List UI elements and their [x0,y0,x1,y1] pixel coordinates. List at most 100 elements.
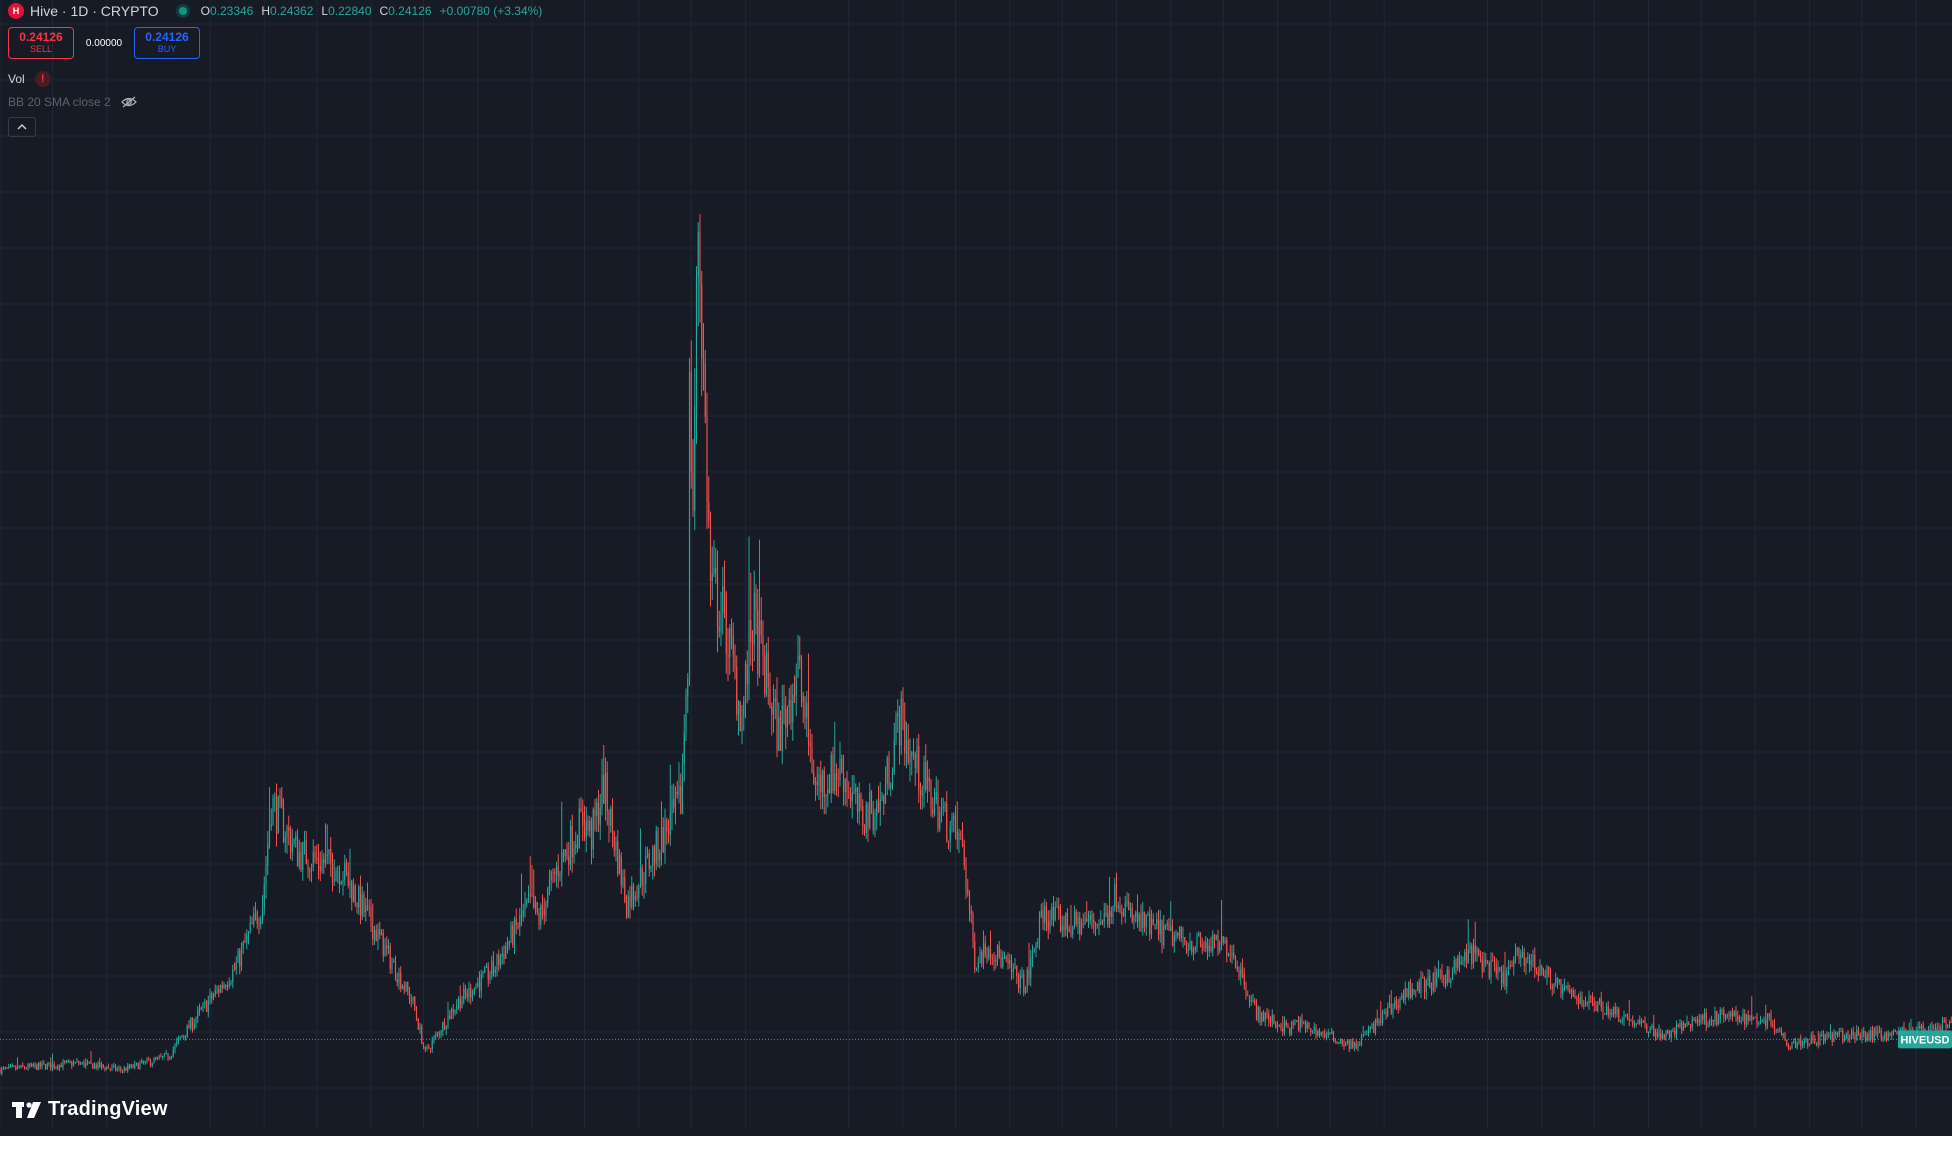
candle-body [508,940,510,946]
candle-body [295,836,297,840]
candle-body [111,1066,113,1069]
candle-body [1880,1030,1882,1039]
candle-body [1429,975,1431,989]
candle-body [1012,968,1014,972]
candle-body [375,930,377,942]
candle-body [414,996,416,1010]
candle-body [144,1061,146,1063]
candle-body [1948,1021,1951,1025]
candle-body [433,1036,435,1041]
volume-indicator-legend[interactable]: Vol ! [8,71,51,87]
candle-body [195,1018,197,1024]
candle-body [776,697,778,750]
candle-body [1700,1015,1702,1024]
candle-body [753,592,755,644]
candle-body [606,772,608,812]
candle-body [1028,969,1030,979]
candle-body [816,781,818,786]
warning-icon[interactable]: ! [34,71,51,87]
candle-body [470,987,472,998]
candle-body [1114,884,1116,907]
candle-body [1922,1025,1924,1029]
collapse-legend-button[interactable] [8,117,36,137]
candle-body [928,777,930,782]
candle-body [1420,977,1422,993]
candle-body [1859,1035,1861,1041]
candle-body [842,772,845,792]
candle-body [1129,908,1132,910]
candle-body [1,1068,3,1074]
spread-value: 0.00000 [85,37,123,49]
eye-hidden-icon[interactable] [120,96,137,108]
sell-button[interactable]: 0.24126 SELL [8,27,74,59]
candle-body [1495,966,1497,975]
candle-body [246,934,248,943]
candle-body [72,1062,75,1066]
candle-body [477,982,479,987]
market-status-icon[interactable] [178,7,187,15]
candle-body [359,886,362,916]
candle-body [643,883,645,886]
candle-body [1348,1039,1350,1049]
candle-body [293,839,295,844]
buy-price: 0.24126 [145,30,189,44]
candle-body [494,969,496,973]
candle-body [888,757,890,789]
candle-body [1513,959,1515,967]
symbol-price-tag[interactable] [1898,1030,1952,1049]
candle-body [440,1031,442,1035]
candle-body [1674,1030,1676,1035]
candle-body [396,979,398,984]
candle-body [1287,1024,1289,1028]
candle-body [757,609,759,674]
candle-body [74,1062,76,1064]
candle-body [1572,990,1574,997]
candle-body [690,372,692,473]
candle-body [258,923,260,925]
candle-body [8,1066,10,1068]
candle-body [1275,1023,1277,1028]
candle-body [1119,905,1121,912]
buy-button[interactable]: 0.24126 BUY [134,27,200,59]
candle-body [197,1009,199,1019]
candle-body [1815,1042,1818,1044]
price-chart[interactable]: HIVEUSD ovDec2021MarAprMayJunJulAugSepOc… [0,0,1952,1136]
chart-area[interactable]: HIVEUSD ovDec2021MarAprMayJunJulAugSepOc… [0,0,1952,1136]
candle-body [1471,946,1473,965]
candle-body [629,895,631,908]
candle-body [1010,960,1013,972]
candle-body [270,823,272,827]
candle-body [1297,1020,1300,1031]
candle-body [1364,1034,1366,1036]
candle-body [1758,1023,1760,1025]
candle-body [975,967,978,970]
candle-body [1581,997,1583,1006]
candle-body [225,984,227,988]
candle-body [1534,954,1536,971]
candle-body [863,826,866,833]
candle-body [543,909,545,916]
bollinger-indicator-legend[interactable]: BB 20 SMA close 2 [8,95,137,109]
candle-body [1453,960,1455,973]
candle-body [1133,916,1135,922]
candle-body [919,789,922,796]
tradingview-logo[interactable]: TradingView [12,1098,168,1121]
candle-body [331,863,334,882]
symbol-title[interactable]: Hive · 1D · CRYPTO [30,3,159,19]
candle-body [1394,1000,1396,1008]
candle-body [109,1068,111,1070]
candle-body [877,801,880,812]
candle-body [1483,959,1485,972]
candle-body [1772,1024,1774,1026]
candle-body [4,1067,6,1069]
candle-body [1126,901,1128,904]
candle-body [1166,923,1168,926]
candle-body [1086,918,1088,922]
candle-body [489,975,491,980]
candle-body [1427,975,1429,980]
candle-body [772,701,775,715]
candle-body [709,520,712,582]
candle-body [275,797,278,834]
candle-body [1346,1039,1349,1044]
candle-body [1049,919,1051,930]
